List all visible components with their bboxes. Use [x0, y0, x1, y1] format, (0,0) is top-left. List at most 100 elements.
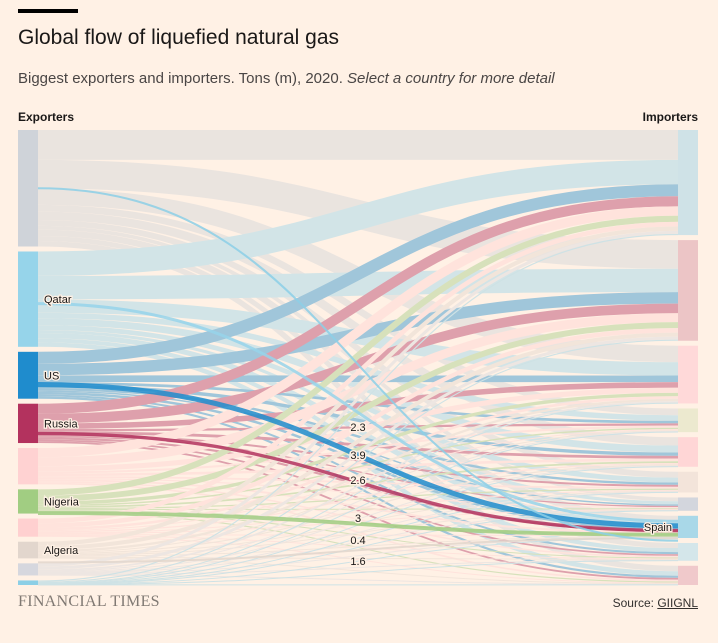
flow-link	[37, 557, 679, 585]
exporter-node	[18, 518, 38, 537]
flow-link	[37, 574, 679, 586]
flow-link	[37, 159, 679, 276]
flow-link	[37, 556, 679, 561]
flow-link	[37, 431, 679, 585]
flow-link	[37, 458, 679, 477]
flow-link	[37, 312, 679, 421]
flow-link	[37, 382, 679, 429]
flow-link	[37, 509, 679, 557]
flow-link	[37, 398, 679, 553]
exporter-label: Nigeria	[44, 496, 80, 508]
flow-link	[37, 429, 679, 532]
flow-link	[37, 402, 679, 584]
highlight-flow	[37, 187, 679, 542]
flow-link	[37, 188, 679, 363]
flow-link	[37, 461, 679, 509]
source-link[interactable]: GIIGNL	[657, 596, 698, 610]
subtitle-cta: Select a country for more detail	[347, 70, 555, 87]
exporter-node	[18, 541, 38, 559]
flow-link	[37, 477, 679, 509]
flow-link	[37, 489, 679, 534]
ft-logo: FINANCIAL TIMES	[18, 593, 160, 610]
importer-node	[678, 471, 698, 493]
flow-link	[37, 436, 679, 508]
flow-link	[37, 333, 679, 528]
exporter-node	[18, 448, 38, 485]
flow-link	[37, 268, 679, 300]
flow-link	[37, 425, 679, 474]
flow-link	[37, 342, 679, 576]
flow-link	[37, 481, 679, 558]
flow-link	[37, 318, 679, 453]
flow-link	[37, 339, 679, 583]
flow-link	[37, 512, 679, 583]
flow-value-label: 1.6	[350, 556, 365, 568]
importer-node	[678, 408, 698, 433]
exporters-heading: Exporters	[18, 110, 75, 124]
flow-link	[37, 332, 679, 551]
exporter-node	[18, 580, 38, 585]
importer-node	[678, 130, 698, 236]
flow-link	[37, 184, 679, 364]
highlight-flow	[37, 511, 679, 537]
flow-link	[37, 431, 679, 572]
flow-link	[37, 463, 679, 533]
flow-link	[37, 235, 679, 549]
subtitle-text: Biggest exporters and importers. Tons (m…	[18, 70, 343, 87]
source-note: Source: GIIGNL	[613, 596, 698, 610]
exporter-node	[18, 563, 38, 576]
flow-link	[37, 221, 679, 524]
exporter-label: Qatar	[44, 294, 72, 306]
source-prefix: Source:	[612, 596, 658, 610]
flow-link	[37, 509, 679, 575]
flow-link	[37, 387, 679, 472]
flow-link	[37, 204, 679, 416]
flow-link	[37, 534, 679, 560]
flow-link	[37, 338, 679, 553]
flow-link	[37, 211, 679, 446]
flow-link	[37, 491, 679, 585]
flow-link	[37, 439, 679, 556]
flow-link	[37, 441, 679, 580]
highlight-flow	[37, 382, 679, 529]
flow-link	[37, 396, 679, 531]
flow-link	[37, 292, 679, 376]
flow-link	[37, 536, 679, 557]
importer-node	[678, 515, 698, 538]
highlight-flow	[37, 302, 679, 523]
flow-link	[37, 465, 679, 573]
flow-link	[37, 196, 679, 414]
flow-link	[37, 241, 679, 572]
exporter-node	[18, 251, 38, 347]
importer-node	[678, 345, 698, 404]
exporter-label: US	[44, 370, 59, 382]
flow-link	[37, 427, 679, 507]
flow-link	[37, 390, 679, 506]
flow-link	[37, 479, 679, 534]
flow-link	[37, 488, 679, 510]
flow-value-label: 0.4	[350, 535, 365, 547]
flow-link	[37, 159, 679, 269]
flow-link	[37, 396, 679, 578]
exporter-node	[18, 351, 38, 399]
flow-link	[37, 219, 679, 478]
flow-link	[37, 535, 679, 584]
importer-node	[678, 542, 698, 561]
flow-link	[37, 230, 679, 567]
flow-link	[37, 381, 679, 424]
exporter-node	[18, 403, 38, 444]
exporter-node	[18, 489, 38, 514]
flow-link	[37, 215, 679, 496]
flow-value-label: 3	[355, 513, 361, 525]
exporter-label: Algeria	[44, 545, 79, 557]
flow-link	[37, 325, 679, 483]
flow-link	[37, 464, 679, 555]
flow-value-label: 2.3	[350, 422, 365, 434]
flow-link	[37, 482, 679, 582]
chart-subtitle: Biggest exporters and importers. Tons (m…	[18, 70, 555, 87]
flow-link	[37, 313, 679, 467]
importer-label: Spain	[644, 522, 672, 534]
importer-node	[678, 565, 698, 585]
flow-link	[37, 394, 679, 555]
